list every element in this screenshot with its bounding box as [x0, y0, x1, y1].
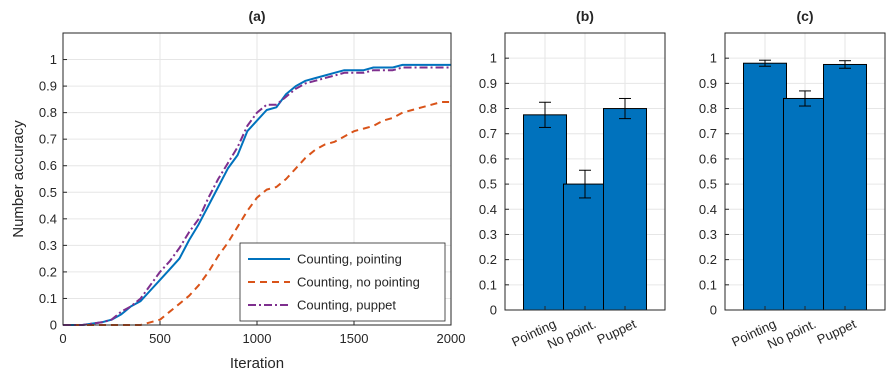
panel-a-title: (a) — [248, 8, 265, 24]
tick-label-y: 0.8 — [39, 105, 57, 120]
error-bar-3 — [619, 97, 631, 120]
tick-label-y: 0 — [710, 303, 717, 318]
panel-a-x-axis-label: Iteration — [230, 355, 284, 372]
error-bar-2 — [799, 90, 811, 107]
tick-label-y: 1 — [710, 51, 717, 66]
tick-label-y: 0.3 — [39, 238, 57, 253]
tick-label-y: 0.4 — [479, 202, 497, 217]
legend-label-3: Counting, puppet — [297, 298, 396, 313]
panel-a-ticks: 0 0.1 0.2 0.3 0.4 0.5 0.6 0.7 0.8 0.9 1 0 500 1000 150… — [39, 52, 466, 346]
tick-label-y: 0 — [50, 318, 57, 333]
panel-c-bar-chart: 00.10.20.30.40.50.60.70.80.91PointingNo … — [699, 8, 886, 352]
bar-1 — [743, 62, 787, 311]
tick-label-y: 0.5 — [479, 177, 497, 192]
panel-a-series — [63, 63, 451, 326]
error-bar-1 — [759, 59, 771, 67]
tick-label-y: 0.5 — [699, 177, 717, 192]
panel-b-title: (b) — [576, 8, 594, 24]
tick-label-y: 0 — [490, 303, 497, 318]
tick-label-y: 0.4 — [39, 211, 57, 226]
tick-label-y: 0.9 — [479, 76, 497, 91]
bar-3 — [823, 63, 867, 311]
tick-label-y: 0.9 — [39, 79, 57, 94]
tick-label-y: 0.3 — [479, 227, 497, 242]
tick-label-y: 0.9 — [699, 76, 717, 91]
bar-1 — [523, 114, 567, 311]
tick-label-y: 0.3 — [699, 227, 717, 242]
error-bar-3 — [839, 60, 851, 69]
legend-label-2: Counting, no pointing — [297, 275, 420, 290]
panel-a-legend: Counting, pointing Counting, no pointing C… — [239, 242, 446, 322]
tick-label-y: 0.6 — [39, 158, 57, 173]
series-line-3 — [63, 66, 451, 326]
tick-label-y: 0.1 — [699, 277, 717, 292]
tick-label-y: 0.8 — [479, 101, 497, 116]
tick-label-y: 0.1 — [479, 277, 497, 292]
tick-label-y: 0.7 — [39, 132, 57, 147]
panel-c-title: (c) — [796, 8, 813, 24]
tick-label-x: 1500 — [340, 331, 369, 346]
tick-label-y: 0.5 — [39, 185, 57, 200]
bar-2 — [783, 97, 827, 311]
tick-label-y: 0.2 — [699, 252, 717, 267]
category-label: Puppet — [815, 316, 859, 347]
tick-label-y: 1 — [490, 51, 497, 66]
bar-2 — [563, 183, 607, 311]
tick-label-x: 2000 — [437, 331, 466, 346]
tick-label-y: 0.1 — [39, 291, 57, 306]
tick-label-x: 0 — [59, 331, 66, 346]
tick-label-y: 1 — [50, 52, 57, 67]
category-label: Puppet — [595, 316, 639, 347]
tick-label-x: 1000 — [243, 331, 272, 346]
tick-label-y: 0.2 — [39, 264, 57, 279]
bar-3 — [603, 108, 647, 311]
series-line-2 — [63, 101, 451, 326]
legend-label-1: Counting, pointing — [297, 252, 402, 267]
panel-b-bar-chart: 00.10.20.30.40.50.60.70.80.91PointingNo … — [479, 8, 666, 352]
tick-label-y: 0.7 — [479, 126, 497, 141]
tick-label-y: 0.2 — [479, 252, 497, 267]
tick-label-x: 500 — [149, 331, 171, 346]
panel-b-bars — [523, 97, 647, 311]
panel-c-bars — [743, 59, 867, 311]
error-bar-1 — [539, 101, 551, 128]
error-bar-2 — [579, 169, 591, 199]
panel-a-line-chart: 0 0.1 0.2 0.3 0.4 0.5 0.6 0.7 0.8 0.9 1 0 500 1000 150… — [10, 8, 465, 372]
panel-a-y-axis-label: Number accuracy — [10, 120, 27, 238]
tick-label-y: 0.6 — [479, 151, 497, 166]
tick-label-y: 0.8 — [699, 101, 717, 116]
tick-label-y: 0.7 — [699, 126, 717, 141]
tick-label-y: 0.6 — [699, 151, 717, 166]
series-line-1 — [63, 63, 451, 326]
tick-label-y: 0.4 — [699, 202, 717, 217]
